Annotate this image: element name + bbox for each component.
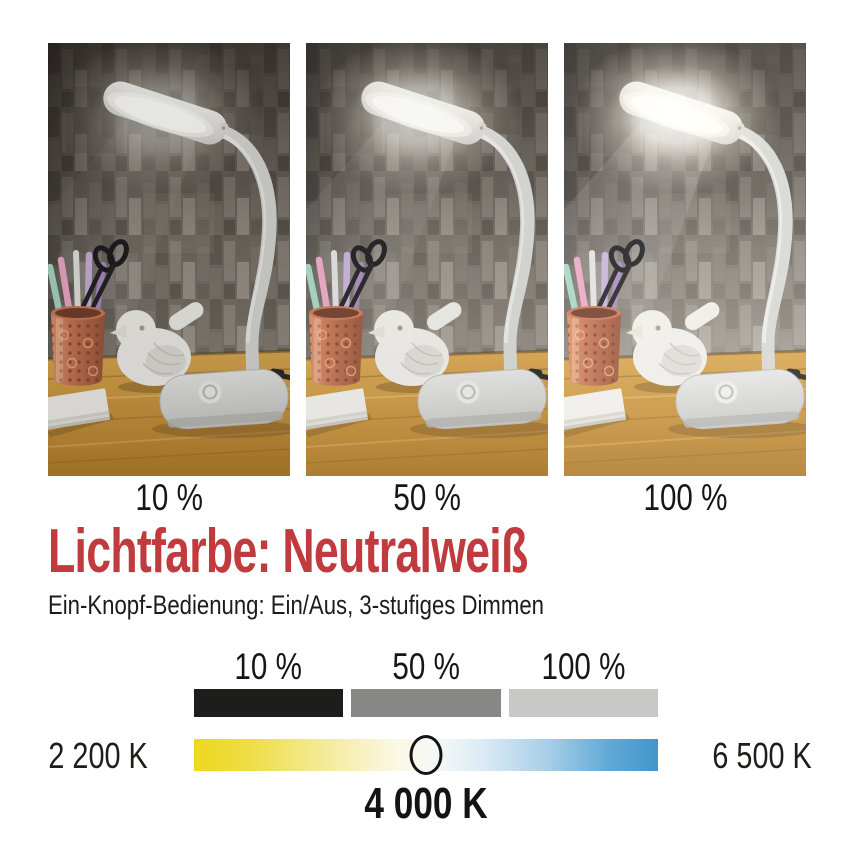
dim-step-label: 50 % bbox=[392, 646, 460, 687]
temp-max-label: 6 500 K bbox=[712, 735, 812, 776]
temp-min-label: 2 200 K bbox=[48, 735, 148, 776]
dimming-step-labels: 10 % 50 % 100 % bbox=[194, 648, 658, 686]
dimming-step-swatches bbox=[194, 689, 658, 717]
dim-step-swatch bbox=[194, 689, 344, 717]
dim-step-label: 100 % bbox=[541, 646, 626, 687]
dim-step-swatch bbox=[508, 689, 658, 717]
dim-step-swatch bbox=[351, 689, 501, 717]
headline: Lichtfarbe: Neutralweiß bbox=[48, 517, 528, 586]
lamp-photo-100-percent bbox=[564, 43, 806, 476]
lamp-photo-10-percent bbox=[48, 43, 290, 476]
temperature-gradient-bar bbox=[194, 735, 658, 775]
subheadline: Ein-Knopf-Bedienung: Ein/Aus, 3-stufiges… bbox=[48, 590, 544, 620]
photo-caption: 10 % bbox=[135, 477, 203, 518]
temp-current-label: 4 000 K bbox=[364, 779, 488, 828]
photo-strip bbox=[48, 43, 806, 476]
photo-caption: 50 % bbox=[393, 477, 461, 518]
photo-caption: 100 % bbox=[643, 477, 727, 518]
lamp-photo-50-percent bbox=[306, 43, 548, 476]
dim-step-label: 10 % bbox=[234, 646, 303, 687]
temperature-marker bbox=[409, 735, 443, 775]
photo-captions: 10 % 50 % 100 % bbox=[48, 478, 806, 518]
